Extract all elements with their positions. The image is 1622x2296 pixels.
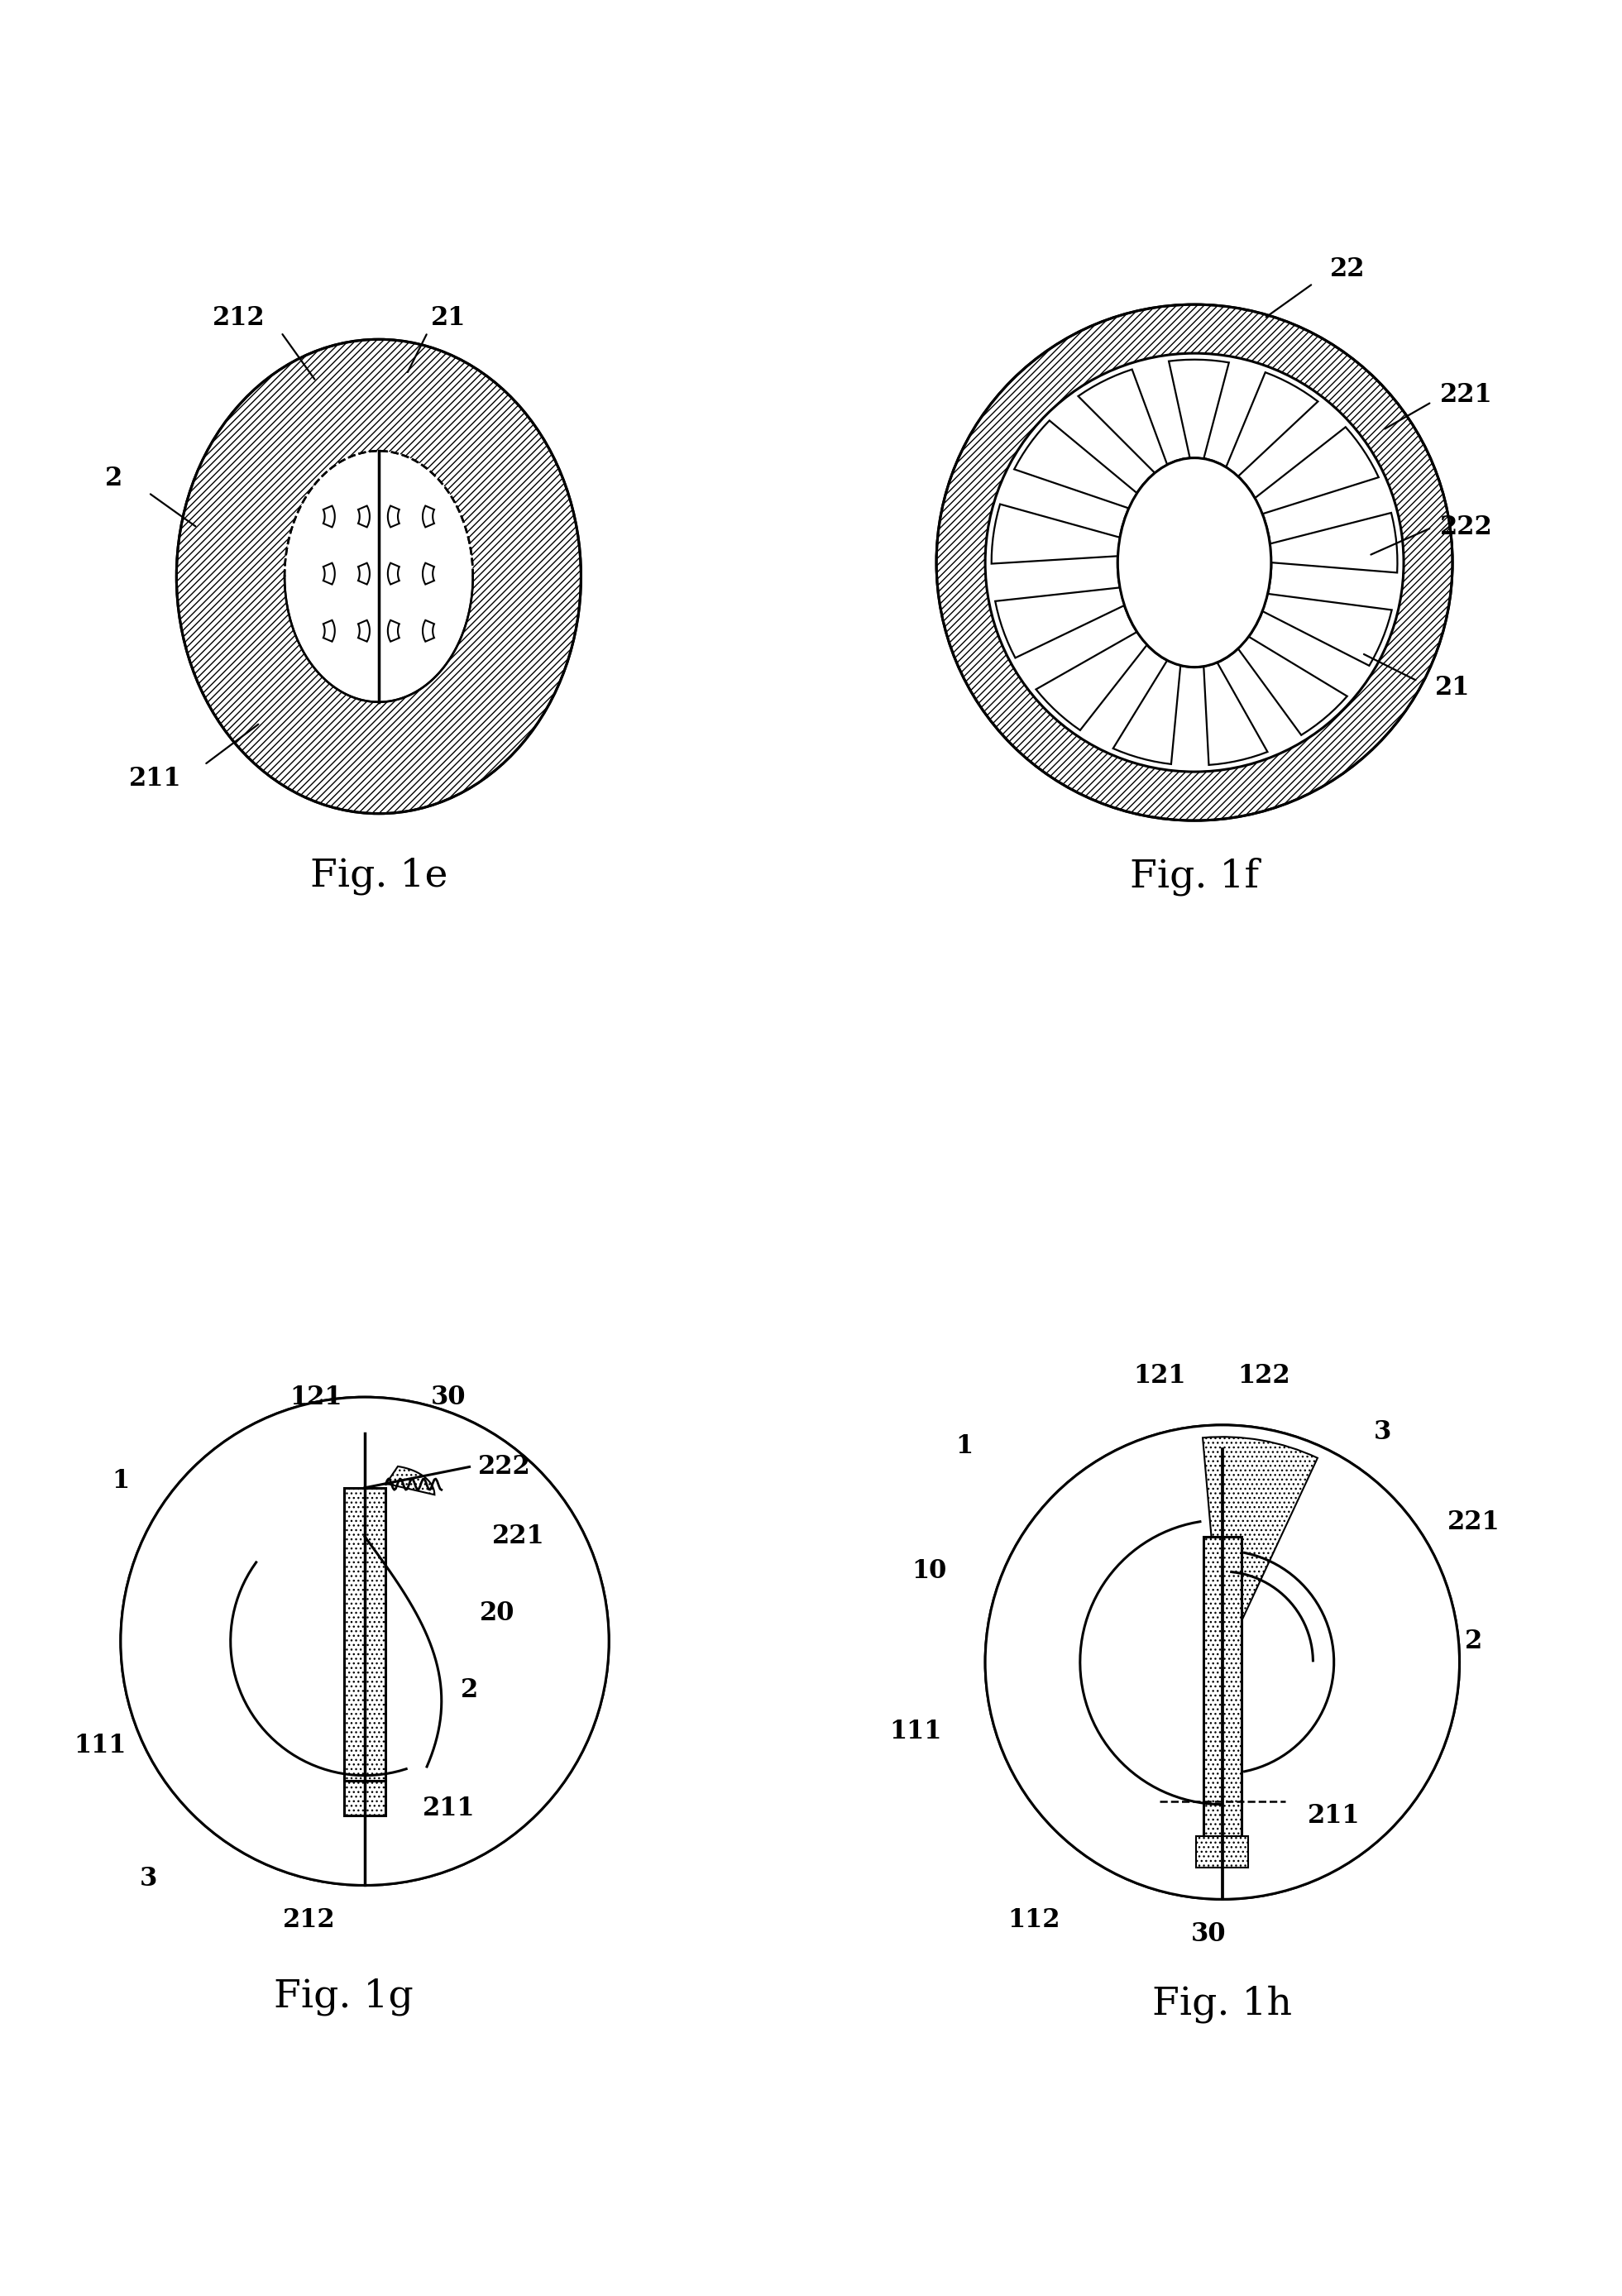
Text: 221: 221	[491, 1525, 545, 1550]
Polygon shape	[323, 620, 334, 641]
Text: 2: 2	[105, 466, 123, 491]
Polygon shape	[1079, 370, 1168, 473]
Text: Fig. 1g: Fig. 1g	[274, 1979, 414, 2016]
Text: 22: 22	[1330, 257, 1366, 282]
Polygon shape	[388, 505, 399, 528]
Ellipse shape	[284, 450, 474, 703]
Text: Fig. 1e: Fig. 1e	[310, 856, 448, 895]
Polygon shape	[1238, 636, 1348, 735]
Polygon shape	[423, 620, 435, 641]
Polygon shape	[388, 620, 399, 641]
Text: 20: 20	[480, 1600, 514, 1626]
Text: 111: 111	[73, 1733, 127, 1759]
Polygon shape	[358, 505, 370, 528]
Polygon shape	[323, 563, 334, 585]
Text: 30: 30	[431, 1384, 466, 1410]
Text: 21: 21	[431, 305, 466, 331]
Text: 3: 3	[1374, 1419, 1392, 1444]
Polygon shape	[991, 505, 1119, 565]
Polygon shape	[1169, 360, 1229, 459]
Text: 221: 221	[1440, 383, 1492, 409]
Text: 3: 3	[139, 1867, 157, 1892]
Polygon shape	[1036, 631, 1147, 730]
Text: 1: 1	[112, 1467, 130, 1495]
Polygon shape	[1270, 512, 1398, 572]
Text: Fig. 1f: Fig. 1f	[1131, 856, 1259, 895]
Circle shape	[985, 354, 1403, 771]
Bar	[344, 1488, 386, 1782]
Text: 121: 121	[290, 1384, 342, 1410]
Circle shape	[936, 305, 1453, 820]
Text: 211: 211	[422, 1795, 475, 1821]
Text: 212: 212	[282, 1908, 336, 1933]
Polygon shape	[423, 505, 435, 528]
Polygon shape	[1014, 420, 1137, 507]
Polygon shape	[386, 1467, 435, 1495]
Circle shape	[985, 1426, 1460, 1899]
Polygon shape	[1255, 427, 1379, 514]
Wedge shape	[1202, 1437, 1317, 1662]
Polygon shape	[358, 620, 370, 641]
Text: 211: 211	[1307, 1802, 1361, 1828]
Text: 10: 10	[912, 1559, 947, 1584]
Polygon shape	[996, 588, 1124, 659]
Polygon shape	[423, 563, 435, 585]
Text: 2: 2	[1465, 1628, 1483, 1653]
Polygon shape	[323, 505, 334, 528]
Ellipse shape	[1118, 457, 1272, 668]
Wedge shape	[365, 1396, 608, 1885]
Ellipse shape	[1118, 457, 1272, 668]
Wedge shape	[120, 1396, 365, 1885]
Text: 2: 2	[461, 1676, 478, 1704]
Wedge shape	[985, 1426, 1223, 1899]
Text: 222: 222	[478, 1453, 530, 1479]
Text: 111: 111	[889, 1720, 942, 1745]
Text: 222: 222	[1440, 514, 1492, 540]
Wedge shape	[1223, 1426, 1460, 1899]
Text: 212: 212	[212, 305, 266, 331]
Polygon shape	[358, 563, 370, 585]
Circle shape	[120, 1396, 608, 1885]
Bar	[1204, 1536, 1241, 1837]
Polygon shape	[1113, 661, 1181, 765]
Text: 211: 211	[130, 767, 182, 792]
Polygon shape	[1262, 595, 1392, 666]
Polygon shape	[1226, 372, 1319, 478]
Bar	[1195, 1837, 1249, 1869]
Polygon shape	[388, 563, 399, 585]
Text: 121: 121	[1134, 1364, 1186, 1389]
Text: 1: 1	[955, 1433, 973, 1458]
Polygon shape	[1204, 664, 1267, 765]
Text: 122: 122	[1238, 1364, 1291, 1389]
Text: 112: 112	[1007, 1908, 1061, 1933]
Ellipse shape	[177, 340, 581, 813]
Text: 30: 30	[1191, 1922, 1226, 1947]
Text: 221: 221	[1447, 1511, 1500, 1536]
Text: 21: 21	[1435, 675, 1470, 700]
Text: Fig. 1h: Fig. 1h	[1152, 1986, 1293, 2023]
Bar	[344, 1782, 386, 1816]
